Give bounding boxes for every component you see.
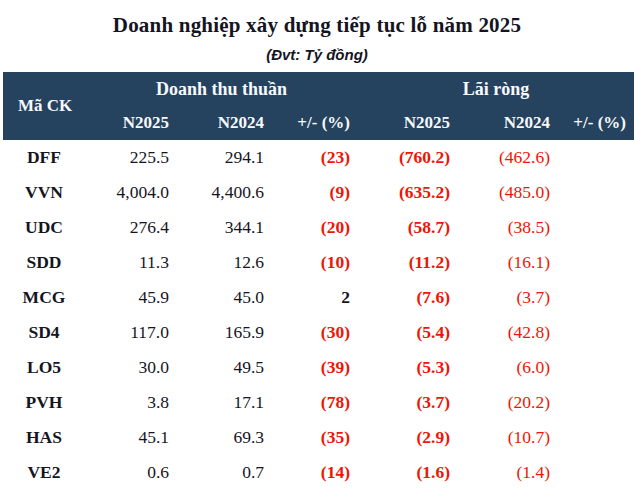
report-page: Doanh nghiệp xây dựng tiếp tục lỗ năm 20…: [0, 0, 634, 495]
revenue-change-pct-value: (9): [272, 182, 358, 203]
profit-n2024-value: (6.0): [458, 357, 558, 378]
revenue-change-pct-value: (39): [272, 357, 358, 378]
stock-code: MCG: [3, 287, 85, 308]
revenue-change-pct-value: (30): [272, 322, 358, 343]
table-row: VE2 0.6 0.7 (14) (1.6) (1.4): [3, 455, 634, 490]
revenue-n2024-value: 45.0: [177, 287, 272, 308]
profit-n2025-value: (11.2): [358, 252, 458, 273]
revenue-n2024-value: 17.1: [177, 392, 272, 413]
revenue-change-pct-value: (78): [272, 392, 358, 413]
profit-n2024-value: (485.0): [458, 182, 558, 203]
revenue-n2024-value: 4,400.6: [177, 182, 272, 203]
profit-n2025-value: (5.4): [358, 322, 458, 343]
financial-table: Mã CK Doanh thu thuần Lãi ròng N2025 N20…: [3, 72, 634, 490]
page-title: Doanh nghiệp xây dựng tiếp tục lỗ năm 20…: [0, 0, 634, 41]
stock-code: HAS: [3, 427, 85, 448]
profit-n2025-value: (3.7): [358, 392, 458, 413]
revenue-change-pct-value: 2: [272, 287, 358, 308]
revenue-n2025-value: 276.4: [85, 217, 177, 238]
profit-n2025-value: (7.6): [358, 287, 458, 308]
profit-n2025-value: (635.2): [358, 182, 458, 203]
column-header-revenue-change-pct: +/- (%): [272, 106, 358, 140]
column-header-profit-n2024: N2024: [458, 106, 558, 140]
stock-code: VE2: [3, 462, 85, 483]
revenue-n2024-value: 12.6: [177, 252, 272, 273]
profit-n2024-value: (20.2): [458, 392, 558, 413]
revenue-n2025-value: 45.9: [85, 287, 177, 308]
revenue-n2025-value: 30.0: [85, 357, 177, 378]
table-row: PVH 3.8 17.1 (78) (3.7) (20.2): [3, 385, 634, 420]
table-row: DFF 225.5 294.1 (23) (760.2) (462.6): [3, 140, 634, 175]
column-header-profit-change-pct: +/- (%): [558, 106, 634, 140]
unit-note: (Đvt: Tỷ đồng): [0, 41, 634, 69]
profit-n2025-value: (58.7): [358, 217, 458, 238]
table-row: VVN 4,004.0 4,400.6 (9) (635.2) (485.0): [3, 175, 634, 210]
profit-n2025-value: (1.6): [358, 462, 458, 483]
table-row: LO5 30.0 49.5 (39) (5.3) (6.0): [3, 350, 634, 385]
stock-code: DFF: [3, 147, 85, 168]
table-header: Mã CK Doanh thu thuần Lãi ròng N2025 N20…: [3, 72, 634, 140]
revenue-n2025-value: 45.1: [85, 427, 177, 448]
revenue-n2025-value: 225.5: [85, 147, 177, 168]
revenue-change-pct-value: (35): [272, 427, 358, 448]
table-body: DFF 225.5 294.1 (23) (760.2) (462.6) VVN…: [3, 140, 634, 490]
revenue-change-pct-value: (14): [272, 462, 358, 483]
revenue-change-pct-value: (20): [272, 217, 358, 238]
profit-n2025-value: (760.2): [358, 147, 458, 168]
table-row: SDD 11.3 12.6 (10) (11.2) (16.1): [3, 245, 634, 280]
profit-n2025-value: (2.9): [358, 427, 458, 448]
revenue-n2024-value: 344.1: [177, 217, 272, 238]
profit-n2024-value: (10.7): [458, 427, 558, 448]
column-header-profit-n2025: N2025: [358, 106, 458, 140]
profit-n2025-value: (5.3): [358, 357, 458, 378]
stock-code: SD4: [3, 322, 85, 343]
stock-code: PVH: [3, 392, 85, 413]
profit-n2024-value: (3.7): [458, 287, 558, 308]
revenue-n2024-value: 0.7: [177, 462, 272, 483]
group-header-net-revenue: Doanh thu thuần: [85, 72, 358, 106]
revenue-n2024-value: 49.5: [177, 357, 272, 378]
table-row: SD4 117.0 165.9 (30) (5.4) (42.8): [3, 315, 634, 350]
revenue-change-pct-value: (10): [272, 252, 358, 273]
revenue-n2025-value: 117.0: [85, 322, 177, 343]
table-row: HAS 45.1 69.3 (35) (2.9) (10.7): [3, 420, 634, 455]
stock-code: LO5: [3, 357, 85, 378]
revenue-n2024-value: 69.3: [177, 427, 272, 448]
revenue-n2025-value: 3.8: [85, 392, 177, 413]
profit-n2024-value: (42.8): [458, 322, 558, 343]
group-header-net-profit: Lãi ròng: [358, 72, 634, 106]
column-header-stock-code: Mã CK: [3, 72, 85, 140]
revenue-n2025-value: 0.6: [85, 462, 177, 483]
stock-code: VVN: [3, 182, 85, 203]
revenue-n2025-value: 4,004.0: [85, 182, 177, 203]
profit-n2024-value: (16.1): [458, 252, 558, 273]
stock-code: UDC: [3, 217, 85, 238]
revenue-change-pct-value: (23): [272, 147, 358, 168]
profit-n2024-value: (462.6): [458, 147, 558, 168]
revenue-n2024-value: 294.1: [177, 147, 272, 168]
profit-n2024-value: (1.4): [458, 462, 558, 483]
table-row: MCG 45.9 45.0 2 (7.6) (3.7): [3, 280, 634, 315]
stock-code: SDD: [3, 252, 85, 273]
column-header-revenue-n2025: N2025: [85, 106, 177, 140]
table-row: UDC 276.4 344.1 (20) (58.7) (38.5): [3, 210, 634, 245]
revenue-n2024-value: 165.9: [177, 322, 272, 343]
column-header-revenue-n2024: N2024: [177, 106, 272, 140]
profit-n2024-value: (38.5): [458, 217, 558, 238]
revenue-n2025-value: 11.3: [85, 252, 177, 273]
